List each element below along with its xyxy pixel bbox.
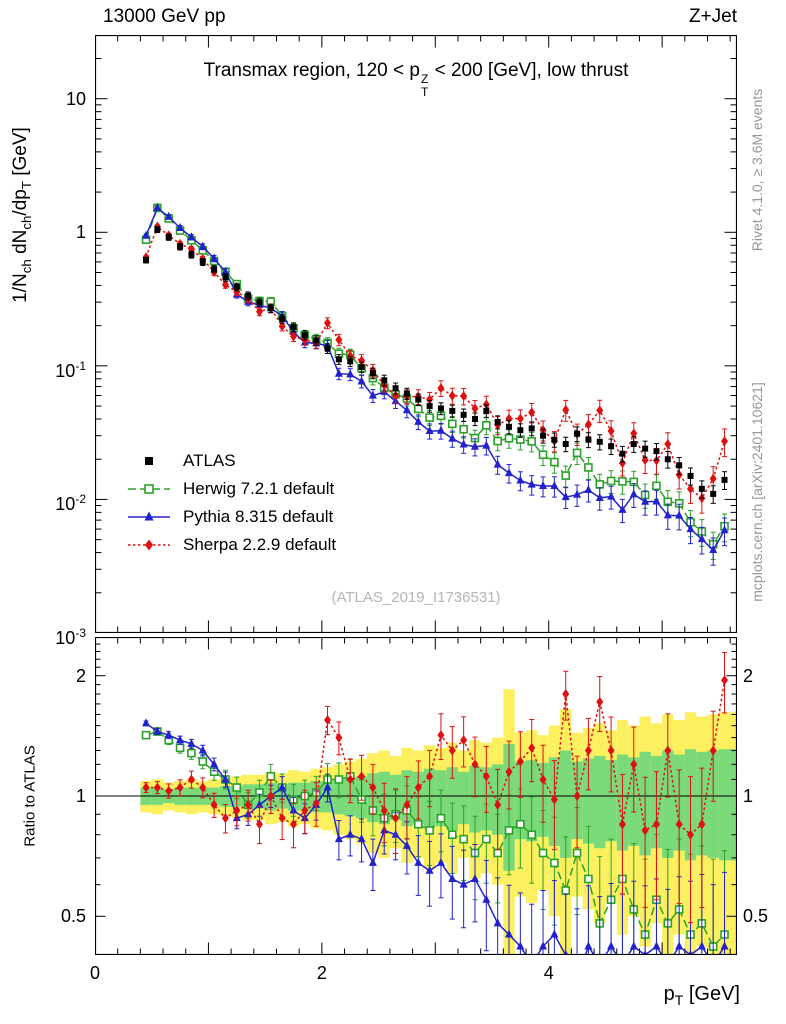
ratio-series [141, 652, 729, 955]
sherpa-line-icon [128, 539, 170, 550]
tick-label: 10-2 [55, 492, 86, 515]
tick-label: 1 [75, 786, 86, 806]
tick-label: 2 [316, 963, 327, 983]
analysis-watermark: (ATLAS_2019_I1736531) [331, 589, 501, 606]
tick-label: 0.5 [60, 906, 86, 927]
tick-label: 10-3 [55, 626, 86, 648]
rivet-version-note: Rivet 4.1.0, ≥ 3.6M events [749, 88, 765, 252]
atlas-marker-icon [145, 456, 153, 465]
tick-label: 4 [543, 963, 554, 983]
tick-label: 2 [743, 665, 754, 686]
y-ticks-main [95, 58, 737, 633]
y-ticks-ratio [95, 643, 737, 917]
main-panel-plot [95, 35, 737, 633]
tick-label: 1 [75, 222, 86, 243]
process-label: Z+Jet [688, 6, 737, 27]
legend-label: Pythia 8.315 default [183, 506, 334, 526]
x-ticks [117, 637, 731, 955]
legend-item-sherpa: Sherpa 2.2.9 default [126, 534, 336, 555]
ratio-panel-plot [95, 637, 737, 955]
legend-label: ATLAS [183, 450, 236, 470]
legend-label: Herwig 7.2.1 default [183, 478, 335, 498]
y-axis-label-main: 1/Nch dNch/dpT [GeV] [10, 127, 34, 303]
tick-label: 1 [743, 786, 754, 806]
tick-label: 10-1 [55, 358, 86, 381]
beam-energy-label: 13000 GeV pp [103, 6, 226, 27]
x-axis-label: pT [GeV] [663, 983, 740, 1008]
tick-label: 0 [89, 963, 100, 983]
legend-item-pythia: Pythia 8.315 default [126, 506, 336, 527]
legend-item-atlas: ATLAS [126, 450, 336, 471]
herwig-line-icon [128, 483, 170, 494]
mcplots-reference-note: mcplots.cern.ch [arXiv:2401.10621] [749, 382, 765, 602]
tick-label: 0.5 [743, 906, 769, 927]
pythia-line-icon [128, 511, 170, 520]
main-series [141, 202, 729, 566]
tick-label: 10 [65, 88, 86, 109]
legend: ATLAS Herwig 7.2.1 default Pythia 8.315 … [126, 450, 336, 555]
legend-item-herwig: Herwig 7.2.1 default [126, 478, 336, 499]
legend-label: Sherpa 2.2.9 default [183, 534, 337, 554]
tick-label: 2 [75, 665, 86, 686]
x-ticks [117, 35, 731, 633]
